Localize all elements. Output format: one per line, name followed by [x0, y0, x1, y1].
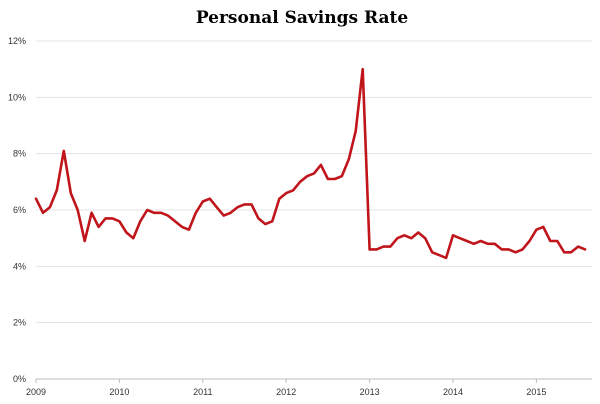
x-axis-tick-marks	[35, 379, 537, 383]
y-tick-label: 0%	[13, 374, 26, 384]
y-tick-label: 2%	[13, 318, 26, 328]
x-tick-label: 2015	[526, 387, 546, 397]
x-tick-label: 2009	[26, 387, 46, 397]
savings-rate-line	[34, 67, 587, 260]
x-tick-label: 2011	[193, 387, 212, 397]
y-tick-label: 4%	[13, 261, 26, 271]
x-tick-label: 2010	[109, 387, 129, 397]
y-tick-label: 10%	[8, 92, 26, 102]
x-tick-label: 2012	[276, 387, 296, 397]
y-tick-label: 6%	[13, 205, 26, 215]
y-tick-label: 12%	[8, 36, 26, 46]
y-axis-tick-labels: 0% 2% 4% 6% 8% 10% 12%	[8, 36, 26, 384]
chart-title: Personal Savings Rate	[196, 8, 409, 28]
y-tick-label: 8%	[13, 149, 26, 159]
gridlines	[36, 40, 592, 324]
x-tick-label: 2014	[443, 387, 463, 397]
x-axis-tick-labels: 2009 2010 2011 2012 2013 2014 2015	[26, 387, 546, 397]
x-tick-label: 2013	[360, 387, 380, 397]
